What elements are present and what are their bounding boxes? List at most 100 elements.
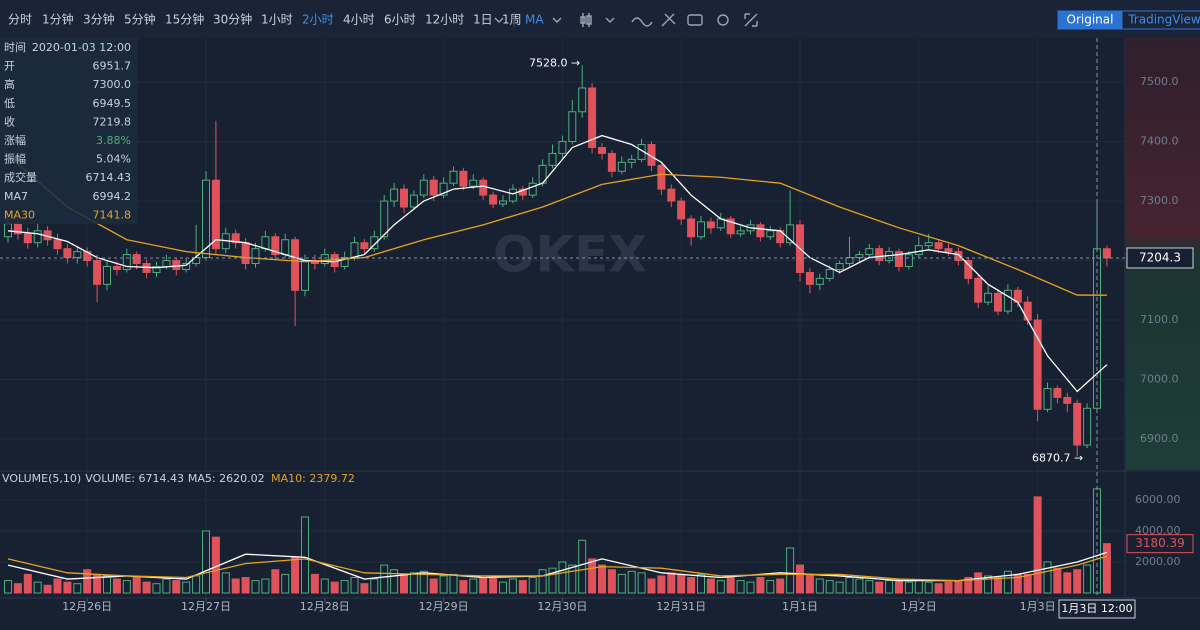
view-tab[interactable]: TradingView xyxy=(1127,13,1200,27)
info-label: 开 xyxy=(4,60,15,73)
candle-body xyxy=(835,263,844,270)
candle-body xyxy=(706,221,715,229)
info-label: MA7 xyxy=(4,190,28,203)
candle-body xyxy=(815,277,824,285)
candle-body xyxy=(281,239,290,256)
volume-bar xyxy=(320,578,329,594)
interval-tab[interactable]: 5分钟 xyxy=(124,12,156,27)
volume-bar xyxy=(340,580,349,594)
y-tick-label: 7300.0 xyxy=(1140,194,1179,207)
candle-body xyxy=(73,251,82,259)
volume-bar xyxy=(261,578,270,594)
candle-body xyxy=(924,242,933,247)
draw-icon[interactable] xyxy=(661,13,676,27)
volume-bar xyxy=(132,576,141,594)
toolbar-icons[interactable] xyxy=(494,13,758,27)
interval-tab[interactable]: 2小时 xyxy=(302,13,334,27)
candle-body xyxy=(1023,301,1032,321)
view-tab-bg[interactable] xyxy=(1121,10,1200,30)
volume-bar xyxy=(588,558,597,594)
volume-bar xyxy=(766,580,775,594)
candle-body xyxy=(914,245,923,256)
interval-tab[interactable]: 1周 xyxy=(502,13,522,27)
candle-body xyxy=(93,260,102,285)
settings-icon[interactable] xyxy=(717,14,729,26)
volume-bar xyxy=(697,573,705,594)
info-panel xyxy=(0,38,138,224)
view-tab[interactable]: Original xyxy=(1067,13,1114,27)
volume-bar xyxy=(439,575,448,594)
volume-bar xyxy=(251,580,260,594)
candle-body xyxy=(994,292,1002,312)
candle-body xyxy=(380,200,389,238)
volume-bar xyxy=(231,578,240,594)
volume-bar xyxy=(103,575,111,594)
candle-body xyxy=(231,233,240,244)
interval-tab[interactable]: 1分钟 xyxy=(42,12,74,27)
interval-tab[interactable]: 1小时 xyxy=(261,13,293,27)
interval-tab[interactable]: 分时 xyxy=(8,13,32,27)
interval-tab[interactable]: 15分钟 xyxy=(165,12,204,27)
volume-bar xyxy=(1003,570,1012,594)
candle-body xyxy=(687,218,696,238)
fullscreen-icon[interactable] xyxy=(744,13,758,27)
volume-bar xyxy=(350,576,359,594)
volume-bar xyxy=(43,584,52,594)
interval-tab[interactable]: 1日 xyxy=(473,13,493,27)
interval-tab[interactable]: 30分钟 xyxy=(213,12,252,27)
volume-bar xyxy=(805,573,814,594)
volume-tag-label: 3180.39 xyxy=(1135,536,1185,550)
volume-bar xyxy=(647,578,656,594)
volume-bar xyxy=(142,581,151,594)
candle-body xyxy=(370,236,379,250)
volume-header: VOLUME(5,10) xyxy=(2,472,81,485)
volume-bar xyxy=(736,580,745,594)
volume-bar xyxy=(221,572,230,594)
candle-body xyxy=(1063,396,1072,404)
high-annotation: 7528.0 → xyxy=(529,56,580,69)
volume-bar xyxy=(815,578,824,594)
candle-body xyxy=(697,221,705,238)
indicator-select[interactable]: MA xyxy=(525,13,544,27)
volume-bar xyxy=(667,572,676,594)
camera-icon[interactable] xyxy=(687,14,703,26)
volume-bar xyxy=(73,583,82,594)
volume-bar xyxy=(63,581,72,594)
volume-bar xyxy=(13,583,22,594)
y-tick-label: 6900.0 xyxy=(1140,432,1179,445)
info-value: 6951.7 xyxy=(93,60,132,73)
dropdown-icon[interactable] xyxy=(605,17,615,23)
candle-body xyxy=(1073,402,1082,446)
candle-body xyxy=(449,170,458,184)
info-value: 6949.5 xyxy=(93,97,132,110)
volume-bar xyxy=(301,516,309,594)
candle-body xyxy=(1033,319,1042,410)
candle-body xyxy=(607,152,616,172)
line-icon[interactable] xyxy=(631,17,653,27)
candle-body xyxy=(162,260,171,267)
candle-body xyxy=(805,271,814,285)
candle-body xyxy=(182,263,191,270)
info-label: 低 xyxy=(4,97,15,110)
candle-body xyxy=(726,218,735,235)
volume-bar xyxy=(865,580,874,594)
interval-tab[interactable]: 6小时 xyxy=(384,13,416,27)
volume-bar xyxy=(429,578,438,594)
candle-body xyxy=(291,239,300,291)
interval-tab[interactable]: 4小时 xyxy=(343,13,375,27)
interval-tab[interactable]: 12小时 xyxy=(425,13,464,27)
volume-bar xyxy=(53,578,62,594)
volume-bar xyxy=(162,578,171,594)
volume-bar xyxy=(835,581,844,594)
volume-bar xyxy=(944,581,953,594)
interval-tab[interactable]: 3分钟 xyxy=(83,12,115,27)
candle-icon[interactable] xyxy=(580,13,592,27)
candle-body xyxy=(1053,387,1062,398)
volume-bar xyxy=(885,580,894,594)
candle-body xyxy=(508,188,517,202)
dropdown-icon[interactable] xyxy=(494,17,562,23)
candle-body xyxy=(152,265,161,273)
candle-body xyxy=(261,236,270,250)
volume-bar xyxy=(994,576,1002,594)
